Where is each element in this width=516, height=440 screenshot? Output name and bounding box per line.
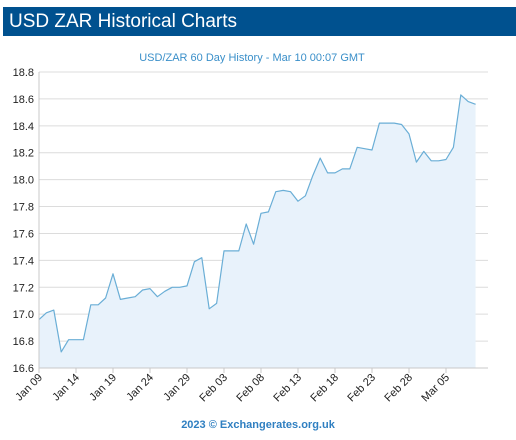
series-line xyxy=(38,94,476,353)
chart-plot-area xyxy=(38,94,476,369)
y-axis: 18.8 18.6 18.4 18.2 18.0 17.8 17.6 17.4 17.2 17.0… xyxy=(13,67,40,375)
page-title: USD ZAR Historical Charts xyxy=(9,11,238,32)
x-tick-label: Jan 24 xyxy=(124,372,156,404)
x-tick-label: Feb 18 xyxy=(308,372,341,405)
y-tick-label: 18.8 xyxy=(13,67,34,79)
x-axis: Jan 09 Jan 14 Jan 19 Jan 24 Jan 29 Feb 03 Feb … xyxy=(13,367,488,405)
y-tick-label: 16.6 xyxy=(13,363,34,375)
page-header: USD ZAR Historical Charts xyxy=(3,7,516,36)
series-area-fill xyxy=(39,94,476,369)
x-tick-label: Jan 29 xyxy=(161,372,193,404)
y-tick-label: 16.8 xyxy=(13,336,34,348)
y-tick-label: 17.6 xyxy=(13,228,34,240)
x-tick-label: Feb 03 xyxy=(197,372,230,405)
x-tick-label: Feb 23 xyxy=(345,372,378,405)
x-tick-label: Mar 05 xyxy=(419,372,452,405)
x-tick-label: Jan 19 xyxy=(87,372,119,404)
y-tick-label: 17.4 xyxy=(13,255,34,267)
copyright-footer: 2023 © Exchangerates.org.uk xyxy=(181,419,335,431)
x-tick-label: Feb 28 xyxy=(382,372,415,405)
y-tick-label: 17.8 xyxy=(13,202,34,214)
x-tick-label: Jan 09 xyxy=(13,372,45,404)
x-tick-label: Feb 08 xyxy=(234,372,267,405)
x-tick-label: Jan 14 xyxy=(50,372,82,404)
y-tick-label: 18.6 xyxy=(13,94,34,106)
y-tick-label: 18.0 xyxy=(13,175,34,187)
y-tick-label: 18.4 xyxy=(13,121,34,133)
y-tick-label: 17.0 xyxy=(13,309,34,321)
y-tick-label: 17.2 xyxy=(13,282,34,294)
chart-subtitle: USD/ZAR 60 Day History - Mar 10 00:07 GM… xyxy=(139,52,365,64)
y-tick-label: 18.2 xyxy=(13,148,34,160)
x-tick-label: Feb 13 xyxy=(271,372,304,405)
